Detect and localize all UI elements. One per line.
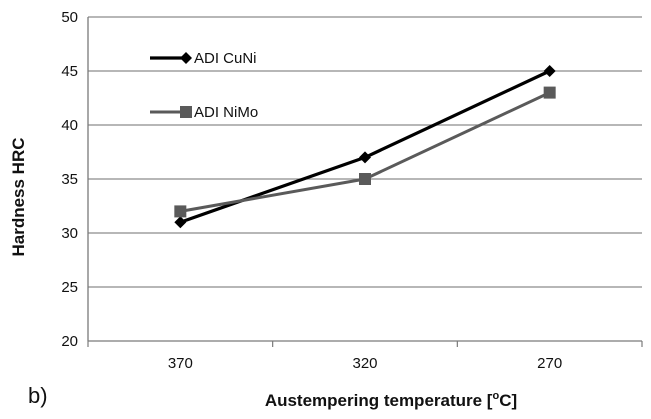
y-tick-label: 40 — [61, 117, 78, 134]
x-axis-title-superscript: o — [492, 390, 499, 402]
data-point-marker — [543, 65, 556, 77]
series-lines — [174, 65, 556, 229]
x-tick-label: 320 — [352, 355, 377, 372]
data-point-marker — [359, 173, 371, 185]
y-tick-label: 30 — [61, 225, 78, 242]
legend: ADI CuNi ADI NiMo — [146, 47, 296, 123]
legend-swatch-marker — [180, 52, 192, 64]
data-point-marker — [174, 205, 187, 218]
panel-label: b) — [28, 383, 48, 408]
legend-entry: ADI NiMo — [146, 101, 296, 123]
y-tick-label: 25 — [61, 279, 78, 296]
axes: 20 25 30 35 40 45 50 370 320 270 — [61, 9, 643, 372]
x-axis-title-main: Austempering temperature [ — [265, 391, 493, 410]
legend-entry: ADI CuNi — [146, 47, 296, 69]
data-point-marker — [543, 86, 556, 99]
data-point-marker — [359, 151, 371, 164]
x-tick-label: 270 — [537, 355, 562, 372]
gridlines — [88, 16, 642, 342]
legend-entry-background — [146, 47, 296, 69]
y-tick-label: 35 — [61, 171, 78, 188]
series-line — [179, 69, 551, 224]
y-tick-label: 50 — [61, 9, 78, 26]
y-tick-label: 45 — [61, 63, 78, 80]
data-point-marker — [174, 216, 187, 229]
legend-label: ADI NiMo — [194, 104, 258, 121]
x-tick-label: 370 — [168, 355, 193, 372]
legend-swatch-marker — [180, 106, 192, 118]
y-axis-title: Hardness HRC — [9, 137, 28, 256]
series-group — [174, 86, 556, 218]
legend-label: ADI CuNi — [194, 50, 257, 67]
y-tick-label: 20 — [61, 333, 78, 350]
x-axis-title: Austempering temperature [oC] — [265, 390, 517, 410]
x-axis-title-suffix: C] — [499, 391, 517, 410]
